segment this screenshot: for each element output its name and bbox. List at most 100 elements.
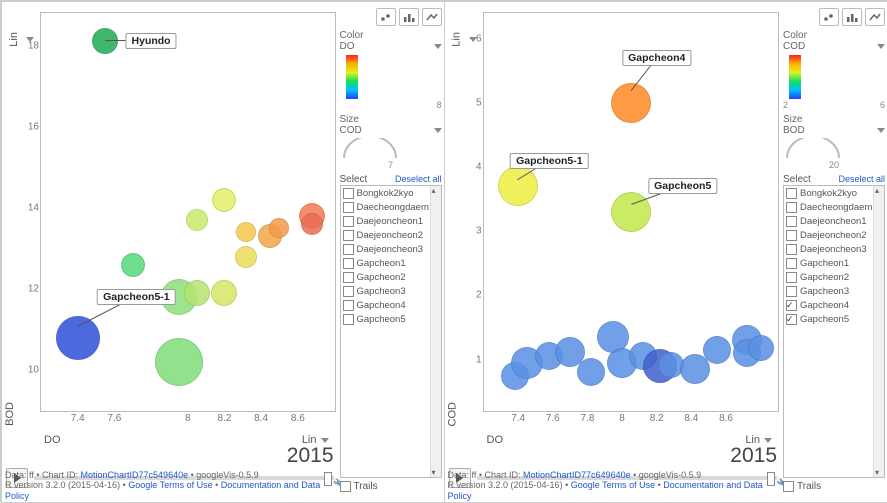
chart-id-link[interactable]: MotionChartID77c549640e: [81, 470, 189, 480]
select-item[interactable]: Gapcheon5: [343, 313, 439, 327]
bubble[interactable]: [155, 338, 203, 386]
callout-label[interactable]: Hyundo: [126, 33, 177, 49]
deselect-all-link[interactable]: Deselect all: [838, 174, 885, 185]
bubble[interactable]: [121, 253, 145, 277]
bubble[interactable]: [235, 246, 257, 268]
callout-label[interactable]: Gapcheon5: [648, 178, 717, 194]
checkbox[interactable]: [343, 300, 354, 311]
view-mode-scatter-button[interactable]: [376, 8, 396, 26]
trails-label: Trails: [797, 481, 821, 492]
checkbox[interactable]: [343, 188, 354, 199]
view-mode-line-button[interactable]: [865, 8, 885, 26]
select-item[interactable]: Daecheongdaem: [786, 201, 882, 215]
callout-label[interactable]: Gapcheon5-1: [97, 289, 176, 305]
callout-label[interactable]: Gapcheon4: [622, 50, 691, 66]
view-mode-line-button[interactable]: [422, 8, 442, 26]
select-item[interactable]: Daejeoncheon1: [343, 215, 439, 229]
checkbox[interactable]: [786, 300, 797, 311]
callout-label[interactable]: Gapcheon5-1: [510, 153, 589, 169]
checkbox[interactable]: [343, 286, 354, 297]
select-item[interactable]: Daecheongdaem: [343, 201, 439, 215]
view-mode-bars-button[interactable]: [399, 8, 419, 26]
select-item-label: Gapcheon4: [357, 300, 406, 311]
select-item[interactable]: Daejeoncheon3: [786, 243, 882, 257]
bubble[interactable]: [211, 280, 237, 306]
select-list[interactable]: Bongkok2kyoDaecheongdaemDaejeoncheon1Dae…: [340, 185, 442, 478]
scrollbar[interactable]: ▴▾: [430, 186, 441, 477]
select-item[interactable]: Gapcheon1: [786, 257, 882, 271]
bubble[interactable]: [92, 28, 118, 54]
select-item-label: Bongkok2kyo: [357, 188, 414, 199]
select-item[interactable]: Daejeoncheon3: [343, 243, 439, 257]
select-item[interactable]: Daejeoncheon2: [343, 229, 439, 243]
checkbox[interactable]: [340, 481, 351, 492]
bubble[interactable]: [269, 218, 289, 238]
x-axis-name[interactable]: DO: [44, 434, 61, 446]
y-axis-name[interactable]: COD: [447, 402, 459, 426]
checkbox[interactable]: [786, 216, 797, 227]
bubble[interactable]: [703, 336, 731, 364]
view-mode-scatter-button[interactable]: [819, 8, 839, 26]
select-item[interactable]: Gapcheon3: [343, 285, 439, 299]
checkbox[interactable]: [343, 216, 354, 227]
terms-link[interactable]: Google Terms of Use: [128, 480, 212, 490]
select-title: Select: [340, 174, 368, 185]
select-item[interactable]: Daejeoncheon1: [786, 215, 882, 229]
scrollbar[interactable]: ▴▾: [873, 186, 884, 477]
bubble[interactable]: [186, 209, 208, 231]
checkbox[interactable]: [343, 202, 354, 213]
bubble[interactable]: [498, 166, 538, 206]
bubble[interactable]: [577, 358, 605, 386]
checkbox[interactable]: [786, 230, 797, 241]
checkbox[interactable]: [343, 230, 354, 241]
view-mode-bars-button[interactable]: [842, 8, 862, 26]
select-item[interactable]: Gapcheon2: [786, 271, 882, 285]
trails-toggle[interactable]: Trails: [340, 481, 442, 492]
checkbox[interactable]: [786, 202, 797, 213]
bubble[interactable]: [301, 213, 323, 235]
x-tick: 8.2: [217, 413, 231, 424]
checkbox[interactable]: [786, 258, 797, 269]
y-axis-name[interactable]: BOD: [4, 402, 16, 426]
bubble[interactable]: [236, 222, 256, 242]
checkbox[interactable]: [786, 272, 797, 283]
checkbox[interactable]: [786, 286, 797, 297]
checkbox[interactable]: [783, 481, 794, 492]
plot-area[interactable]: 7.47.67.888.28.48.6123456Gapcheon4Gapche…: [483, 12, 780, 412]
select-item[interactable]: Gapcheon4: [786, 299, 882, 313]
checkbox[interactable]: [343, 244, 354, 255]
bubble[interactable]: [748, 335, 774, 361]
bubble[interactable]: [56, 316, 100, 360]
checkbox[interactable]: [343, 272, 354, 283]
select-item[interactable]: Gapcheon3: [786, 285, 882, 299]
terms-link[interactable]: Google Terms of Use: [571, 480, 655, 490]
checkbox[interactable]: [343, 314, 354, 325]
size-dim-select[interactable]: BOD: [783, 125, 805, 136]
plot-area[interactable]: 7.47.688.28.48.61012141618HyundoGapcheon…: [40, 12, 336, 412]
select-item[interactable]: Gapcheon4: [343, 299, 439, 313]
y-scale-label[interactable]: Lin: [8, 32, 34, 47]
x-axis-name[interactable]: DO: [487, 434, 504, 446]
x-tick: 8.4: [684, 413, 698, 424]
checkbox[interactable]: [786, 188, 797, 199]
trails-toggle[interactable]: Trails: [783, 481, 885, 492]
select-item[interactable]: Daejeoncheon2: [786, 229, 882, 243]
select-item[interactable]: Gapcheon1: [343, 257, 439, 271]
color-dim-select[interactable]: DO: [340, 41, 355, 52]
color-dim-select[interactable]: COD: [783, 41, 805, 52]
select-list[interactable]: Bongkok2kyoDaecheongdaemDaejeoncheon1Dae…: [783, 185, 885, 478]
select-item[interactable]: Gapcheon5: [786, 313, 882, 327]
checkbox[interactable]: [786, 244, 797, 255]
checkbox[interactable]: [786, 314, 797, 325]
chart-id-link[interactable]: MotionChartID77c649640e: [523, 470, 631, 480]
bubble[interactable]: [212, 188, 236, 212]
checkbox[interactable]: [343, 258, 354, 269]
deselect-all-link[interactable]: Deselect all: [395, 174, 442, 185]
select-item[interactable]: Bongkok2kyo: [343, 187, 439, 201]
y-scale-label[interactable]: Lin: [451, 32, 477, 47]
select-item[interactable]: Gapcheon2: [343, 271, 439, 285]
select-item[interactable]: Bongkok2kyo: [786, 187, 882, 201]
bubble[interactable]: [680, 354, 710, 384]
size-dim-select[interactable]: COD: [340, 125, 362, 136]
bubble[interactable]: [184, 280, 210, 306]
